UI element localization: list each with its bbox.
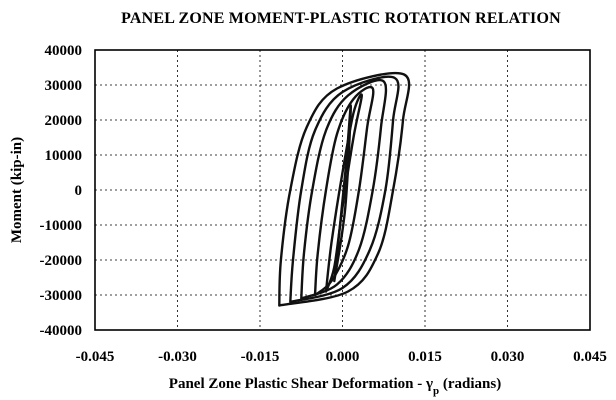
y-axis-label: Moment (kip-in) [9, 137, 25, 243]
x-axis-label-units: (radians) [439, 376, 501, 392]
y-tick-label: 0 [75, 183, 83, 199]
x-axis-label-main: Panel Zone Plastic Shear Deformation - γ [169, 376, 433, 392]
hysteresis-loop-4 [300, 79, 388, 300]
y-tick-label: -30000 [40, 288, 83, 304]
y-axis-tick-labels: 40000 30000 20000 10000 0 -10000 -20000 -30000 -… [40, 43, 83, 339]
x-axis-label: Panel Zone Plastic Shear Deformation - γ… [169, 376, 501, 397]
hysteresis-loop-2 [324, 93, 363, 293]
x-tick-label: -0.015 [241, 349, 280, 365]
hysteresis-loops [278, 71, 411, 307]
y-tick-label: -20000 [40, 253, 83, 269]
hysteresis-loop-3 [313, 85, 375, 297]
x-tick-label: -0.030 [158, 349, 197, 365]
chart-title: PANEL ZONE MOMENT-PLASTIC ROTATION RELAT… [121, 10, 561, 27]
x-tick-label: -0.045 [76, 349, 115, 365]
x-tick-label: 0.045 [573, 349, 607, 365]
y-tick-label: -10000 [40, 218, 83, 234]
hysteresis-loop-6 [278, 71, 411, 307]
y-tick-label: 20000 [45, 113, 83, 129]
y-tick-label: 30000 [45, 78, 83, 94]
x-tick-label: 0.000 [326, 349, 360, 365]
x-axis-tick-labels: -0.045 -0.030 -0.015 0.000 0.015 0.030 0.045 [76, 349, 607, 365]
y-tick-label: -40000 [40, 323, 83, 339]
x-axis-label-subscript: p [433, 385, 439, 397]
x-tick-label: 0.030 [491, 349, 525, 365]
y-tick-label: 40000 [45, 43, 83, 59]
plot-area-frame [94, 49, 591, 331]
y-tick-label: 10000 [45, 148, 83, 164]
hysteresis-loop-5 [289, 75, 400, 304]
x-tick-label: 0.015 [408, 349, 442, 365]
